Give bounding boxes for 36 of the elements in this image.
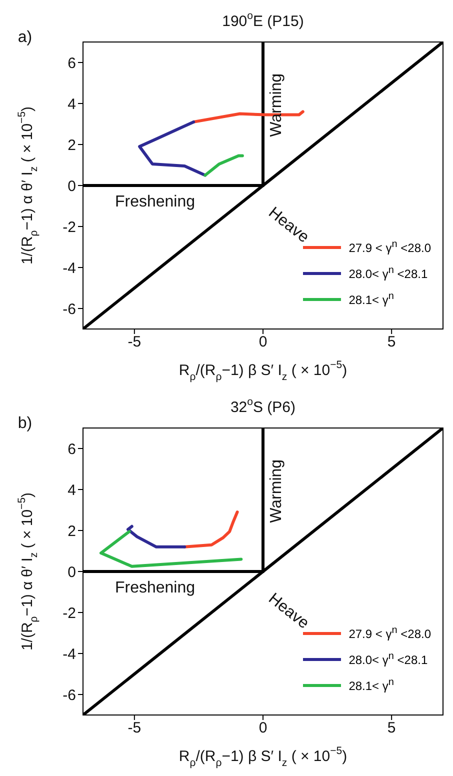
y-tick-label: -4 xyxy=(62,260,76,277)
x-tick-label: -5 xyxy=(128,720,142,737)
y-tick-label: 4 xyxy=(68,482,76,499)
text: a) xyxy=(18,29,32,46)
legend-label: 28.0< γ$^{n}$ <28.1 xyxy=(348,651,428,667)
legend-label: 27.9 < γ$^{n}$ <28.0 xyxy=(348,625,431,641)
legend-label: 27.9 < γ$^{n}$ <28.0 xyxy=(348,239,431,255)
y-tick-label: 4 xyxy=(68,96,76,113)
text: b) xyxy=(18,415,32,432)
y-tick-label: 2 xyxy=(68,136,76,154)
chart-title: 32$^{o}$S (P6) xyxy=(230,396,296,416)
y-tick-label: -6 xyxy=(62,300,76,318)
y-tick-label: -6 xyxy=(62,686,76,704)
x-tick-label: 0 xyxy=(258,720,268,737)
annotation: Freshening xyxy=(114,194,196,211)
y-tick-label: 0 xyxy=(68,564,76,581)
chart-title: 190$^{o}$E (P15) xyxy=(222,10,304,30)
text: R$_{ρ}$/(R$_{ρ}$−1) β S′ I$_{z}$ ( × 10$^{−5}$) xyxy=(178,744,348,769)
x-tick-label: -5 xyxy=(128,334,142,351)
legend-label: 28.0< γ$^{n}$ <28.1 xyxy=(348,265,428,281)
y-tick-label: 6 xyxy=(68,54,76,72)
y-tick-label: 0 xyxy=(68,178,76,195)
x-tick-label: 0 xyxy=(258,334,268,351)
annotation: Warming xyxy=(268,73,286,137)
text: R$_{ρ}$/(R$_{ρ}$−1) β S′ I$_{z}$ ( × 10$^{−5}$) xyxy=(178,358,348,383)
y-tick-label: -4 xyxy=(62,646,76,663)
y-tick-label: 2 xyxy=(68,522,76,540)
y-tick-label: -2 xyxy=(62,218,76,236)
annotation: Freshening xyxy=(114,580,196,597)
y-tick-label: 6 xyxy=(68,440,76,458)
x-tick-label: 5 xyxy=(387,720,396,737)
y-tick-label: -2 xyxy=(62,604,76,622)
legend-label: 28.1< γ$^{n}$ xyxy=(348,291,394,307)
legend-label: 28.1< γ$^{n}$ xyxy=(348,677,394,693)
annotation: Warming xyxy=(268,459,286,523)
x-tick-label: 5 xyxy=(387,334,396,351)
